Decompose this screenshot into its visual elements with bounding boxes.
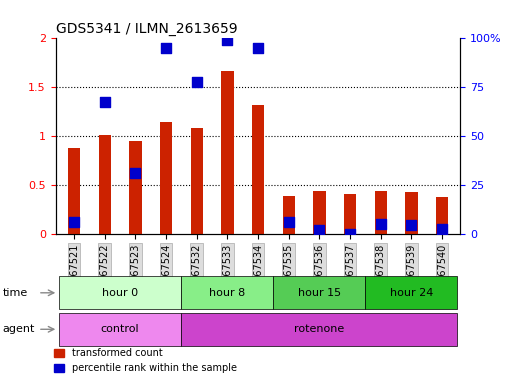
Point <box>437 226 445 232</box>
Text: hour 0: hour 0 <box>102 288 138 298</box>
Bar <box>98 135 111 234</box>
Text: rotenone: rotenone <box>294 324 344 334</box>
Legend: transformed count, percentile rank within the sample: transformed count, percentile rank withi… <box>50 344 240 377</box>
Point <box>70 219 78 225</box>
Bar <box>251 105 264 234</box>
Bar <box>68 148 80 234</box>
Point <box>284 219 292 225</box>
Bar <box>160 122 172 234</box>
Point <box>100 99 109 105</box>
Point <box>376 221 384 227</box>
Point <box>162 45 170 51</box>
Text: GDS5341 / ILMN_2613659: GDS5341 / ILMN_2613659 <box>56 22 237 36</box>
Text: hour 15: hour 15 <box>297 288 340 298</box>
Text: time: time <box>3 288 28 298</box>
Text: agent: agent <box>3 324 35 334</box>
Text: hour 8: hour 8 <box>209 288 245 298</box>
Text: control: control <box>100 324 139 334</box>
Bar <box>343 194 356 234</box>
Point <box>131 169 139 175</box>
Point <box>315 227 323 233</box>
Point <box>223 37 231 43</box>
Bar <box>405 192 417 234</box>
Point <box>254 45 262 51</box>
Point <box>192 79 200 86</box>
Bar <box>221 71 233 234</box>
Point <box>345 231 353 237</box>
Bar <box>435 197 447 234</box>
Bar <box>190 127 203 234</box>
Bar <box>313 191 325 234</box>
Text: hour 24: hour 24 <box>389 288 432 298</box>
Bar <box>374 191 386 234</box>
Bar <box>282 196 294 234</box>
Point <box>407 222 415 228</box>
Bar <box>129 141 141 234</box>
